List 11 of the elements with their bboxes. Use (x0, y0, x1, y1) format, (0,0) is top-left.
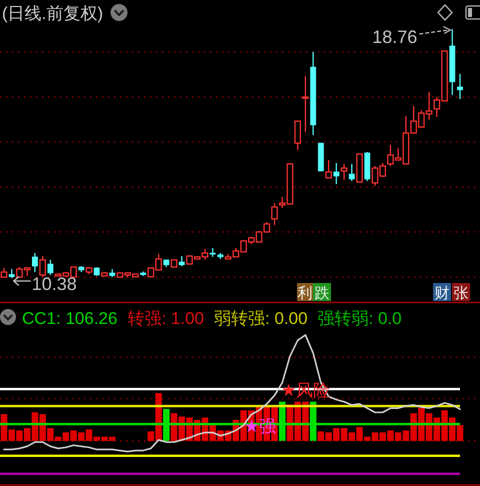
text: 弱转强: 0.00 (214, 309, 308, 328)
badge: 利 (297, 283, 313, 302)
chart-title: (日线.前复权) (2, 4, 104, 23)
text: 强转弱: 0.0 (318, 309, 402, 328)
annotation: 10.38 (32, 274, 77, 294)
badge: 财 (433, 283, 451, 302)
badge: 跌 (313, 283, 331, 302)
annotation: 18.76 (372, 27, 418, 47)
text: CC1: 106.26 (22, 309, 118, 328)
text: 转强: 1.00 (127, 309, 204, 328)
badge: 张 (452, 283, 470, 302)
